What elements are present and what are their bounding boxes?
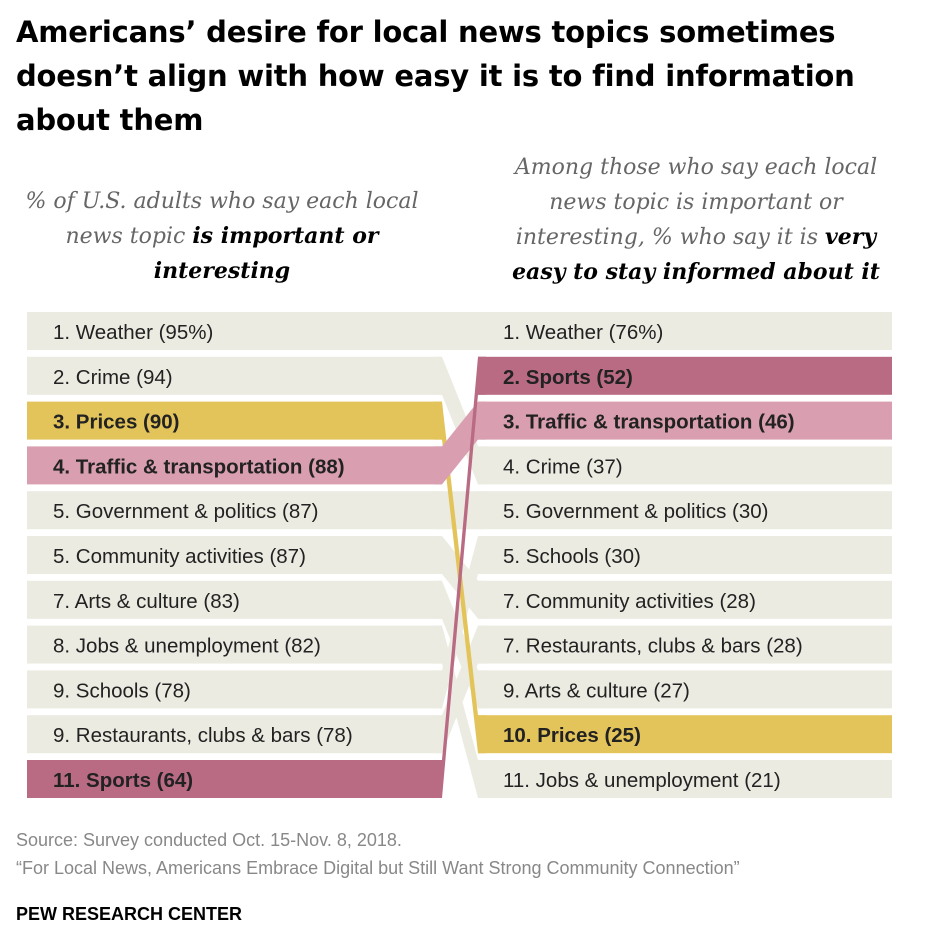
connector-weather	[434, 312, 486, 350]
pew-logo: PEW RESEARCH CENTER	[16, 904, 243, 924]
left-row-jobs-unemployment	[27, 625, 442, 664]
connector-crime	[434, 356, 486, 485]
left-label-jobs-unemployment: 8. Jobs & unemployment (82)	[53, 635, 321, 658]
connector-sports	[434, 356, 486, 798]
right-subtitle-text: Among those who say each local news topi…	[514, 155, 878, 250]
right-column-subtitle: Among those who say each local news topi…	[486, 150, 906, 290]
left-label-traffic-transportation: 4. Traffic & transportation (88)	[53, 455, 345, 478]
right-label-arts-culture: 9. Arts & culture (27)	[503, 679, 690, 702]
right-row-weather	[478, 312, 892, 350]
right-row-restaurants-clubs-bars	[478, 625, 892, 664]
right-subtitle-emphasis: very easy to stay informed about it	[512, 224, 880, 285]
left-label-weather: 1. Weather (95%)	[53, 321, 213, 344]
left-label-community-activities: 5. Community activities (87)	[53, 545, 306, 568]
right-row-traffic-transportation	[478, 401, 892, 440]
left-label-government-politics: 5. Government & politics (87)	[53, 500, 318, 523]
right-row-schools	[478, 536, 892, 574]
left-subtitle-emphasis: is important or interesting	[153, 223, 379, 284]
left-row-arts-culture	[27, 580, 442, 619]
left-label-crime: 2. Crime (94)	[53, 366, 173, 389]
left-row-restaurants-clubs-bars	[27, 715, 442, 754]
right-label-government-politics: 5. Government & politics (30)	[503, 500, 768, 523]
left-row-sports	[27, 760, 442, 798]
source-note: Source: Survey conducted Oct. 15-Nov. 8,…	[16, 830, 402, 850]
right-label-jobs-unemployment: 11. Jobs & unemployment (21)	[503, 769, 781, 792]
right-row-jobs-unemployment	[478, 760, 892, 798]
right-label-weather: 1. Weather (76%)	[503, 321, 663, 344]
left-row-schools	[27, 670, 442, 709]
right-label-prices: 10. Prices (25)	[503, 724, 641, 747]
right-row-arts-culture	[478, 670, 892, 709]
rank-rows: 1. Weather (95%) 2. Crime (94) 3. Prices (…	[27, 312, 892, 798]
ranking-chart: 1. Weather (95%) 2. Crime (94) 3. Prices (…	[27, 312, 892, 798]
right-row-community-activities	[478, 580, 892, 619]
left-row-government-politics	[27, 491, 442, 530]
right-row-crime	[478, 446, 892, 485]
left-row-weather	[27, 312, 442, 350]
left-label-arts-culture: 7. Arts & culture (83)	[53, 590, 240, 613]
left-label-schools: 9. Schools (78)	[53, 679, 191, 702]
left-label-sports: 11. Sports (64)	[53, 769, 193, 792]
right-label-traffic-transportation: 3. Traffic & transportation (46)	[503, 411, 795, 434]
right-label-crime: 4. Crime (37)	[503, 455, 623, 478]
left-label-prices: 3. Prices (90)	[53, 411, 180, 434]
report-title: “For Local News, Americans Embrace Digit…	[16, 858, 740, 878]
left-row-traffic-transportation	[27, 446, 442, 485]
left-subtitle-text: % of U.S. adults who say each local news…	[25, 189, 419, 249]
connector-government-politics	[434, 491, 486, 530]
left-row-crime	[27, 356, 442, 395]
chart-title: Americans’ desire for local news topics …	[16, 15, 855, 137]
right-label-schools: 5. Schools (30)	[503, 545, 641, 568]
left-row-community-activities	[27, 536, 442, 574]
right-label-sports: 2. Sports (52)	[503, 366, 633, 389]
left-label-restaurants-clubs-bars: 9. Restaurants, clubs & bars (78)	[53, 724, 353, 747]
left-column-subtitle: % of U.S. adults who say each local news…	[10, 184, 434, 289]
right-label-restaurants-clubs-bars: 7. Restaurants, clubs & bars (28)	[503, 635, 803, 658]
right-row-sports	[478, 356, 892, 395]
left-row-prices	[27, 401, 442, 440]
right-label-community-activities: 7. Community activities (28)	[503, 590, 756, 613]
connector-schools	[434, 536, 486, 709]
right-row-government-politics	[478, 491, 892, 530]
connector-bands	[434, 312, 486, 798]
right-row-prices	[478, 715, 892, 754]
